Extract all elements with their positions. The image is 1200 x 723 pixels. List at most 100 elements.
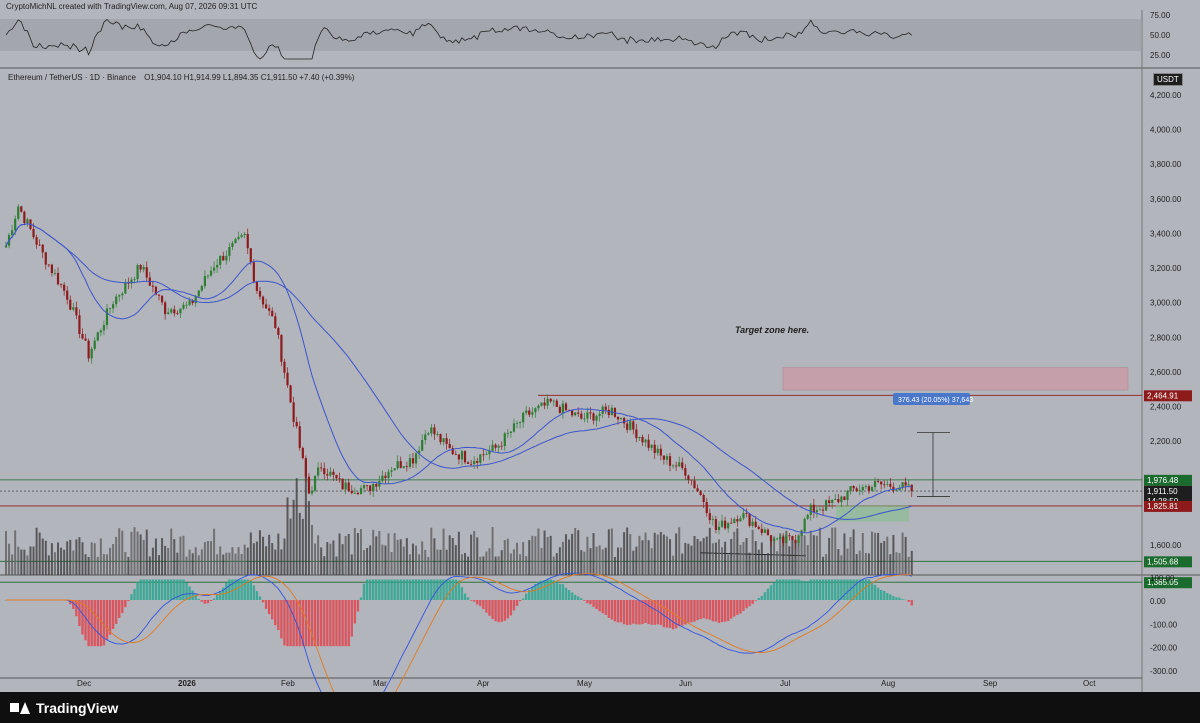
tradingview-logo[interactable]: TradingView — [10, 700, 118, 716]
macd-histogram-bar — [717, 600, 721, 623]
macd-histogram-bar — [803, 580, 806, 600]
candle — [763, 529, 766, 533]
volume-bar — [464, 552, 466, 575]
macd-histogram-bar — [163, 579, 167, 600]
volume-bar — [877, 532, 880, 575]
candle — [384, 475, 387, 479]
candle — [705, 502, 708, 514]
volume-bar — [825, 554, 828, 575]
macd-histogram-bar — [439, 579, 442, 600]
candle — [659, 448, 662, 456]
macd-histogram-bar — [433, 579, 436, 600]
candle — [812, 504, 815, 513]
volume-bar — [571, 533, 574, 575]
candle — [427, 433, 430, 435]
candle — [561, 403, 565, 413]
target-zone — [782, 367, 1129, 391]
candle — [531, 412, 534, 415]
candle — [892, 486, 895, 491]
macd-histogram-bar — [656, 600, 659, 625]
volume-bar — [886, 536, 889, 575]
volume-bar — [555, 553, 558, 575]
volume-bar — [818, 527, 821, 575]
volume-bar — [564, 534, 567, 575]
volume-bar — [457, 531, 460, 575]
macd-histogram-bar — [632, 600, 635, 624]
candle — [414, 453, 418, 464]
macd-histogram-bar — [75, 600, 78, 617]
price-tick-label: 2,600.00 — [1150, 368, 1182, 377]
candle — [280, 334, 283, 362]
candle — [466, 462, 470, 464]
volume-bar — [892, 535, 895, 575]
volume-bar — [93, 543, 96, 575]
volume-bar — [840, 555, 843, 575]
macd-histogram-bar — [420, 579, 424, 600]
volume-bar — [451, 537, 454, 575]
volume-bar — [32, 546, 35, 575]
candle — [164, 302, 167, 315]
candle — [243, 233, 246, 236]
volume-bar — [607, 529, 610, 575]
volume-bar — [109, 547, 112, 575]
price-chart[interactable]: Target zone here. 376.43 (20.05%) 37,643 4… — [0, 0, 1200, 692]
candle — [824, 500, 828, 511]
volume-bar — [742, 541, 745, 575]
volume-bar — [390, 551, 393, 575]
volume-bar — [586, 536, 589, 575]
macd-histogram-bar — [170, 579, 173, 600]
candle — [702, 494, 705, 503]
currency-badge[interactable]: USDT — [1153, 73, 1183, 86]
candle — [867, 486, 871, 491]
macd-histogram-bar — [206, 600, 210, 604]
macd-histogram-bar — [739, 600, 742, 614]
candle — [849, 486, 852, 492]
volume-bar — [604, 547, 607, 575]
macd-histogram-bar — [745, 600, 748, 609]
time-tick-label: Dec — [77, 679, 91, 688]
candle — [200, 286, 203, 291]
macd-histogram-bar — [179, 579, 182, 600]
macd-histogram-bar — [417, 579, 421, 600]
volume-bar — [540, 547, 543, 575]
macd-histogram-bar — [157, 579, 161, 600]
volume-bar — [803, 535, 806, 575]
candle — [662, 455, 665, 460]
macd-histogram-bar — [806, 580, 809, 600]
volume-bar — [696, 538, 699, 575]
volume-bar — [454, 545, 457, 575]
volume-bar — [381, 544, 384, 575]
volume-bar — [797, 534, 800, 575]
volume-bar — [268, 534, 271, 575]
volume-bar — [99, 538, 102, 575]
macd-histogram-bar — [130, 594, 133, 600]
candle — [50, 264, 53, 274]
volume-bar — [549, 535, 552, 575]
volume-bar — [494, 556, 497, 575]
volume-bar — [672, 555, 675, 575]
volume-bar — [63, 549, 66, 575]
candle — [818, 509, 822, 511]
time-tick-label: 2026 — [178, 679, 196, 688]
volume-bar — [500, 550, 503, 575]
candle — [476, 461, 479, 463]
macd-histogram-bar — [714, 600, 718, 622]
candle — [170, 309, 173, 313]
candle — [310, 490, 314, 494]
volume-bar — [173, 539, 176, 575]
candle — [855, 488, 858, 491]
candle — [225, 255, 228, 261]
candle — [448, 443, 451, 449]
candle — [90, 348, 93, 359]
volume-bar — [497, 556, 500, 575]
volume-bar — [561, 541, 564, 575]
volume-bar — [568, 539, 571, 575]
macd-histogram-bar — [858, 579, 861, 600]
volume-bar — [644, 532, 647, 575]
macd-histogram-bar — [622, 600, 626, 625]
macd-histogram-bar — [907, 600, 910, 602]
volume-bar — [262, 536, 265, 575]
macd-histogram-bar — [252, 585, 256, 600]
volume-bar — [298, 512, 301, 575]
candle — [436, 434, 439, 435]
